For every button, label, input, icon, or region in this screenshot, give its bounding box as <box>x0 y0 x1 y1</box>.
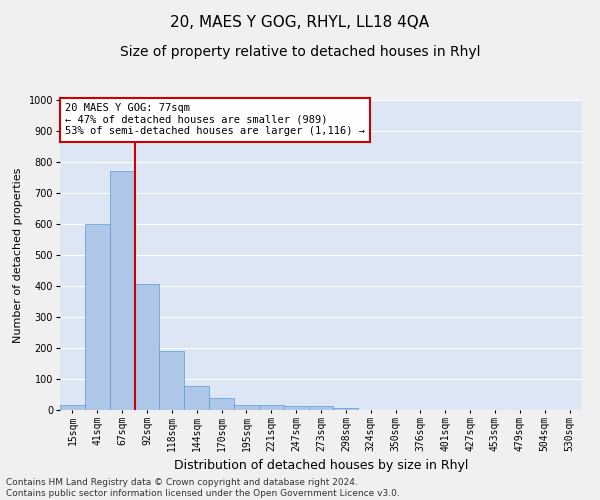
Text: 20 MAES Y GOG: 77sqm
← 47% of detached houses are smaller (989)
53% of semi-deta: 20 MAES Y GOG: 77sqm ← 47% of detached h… <box>65 103 365 136</box>
Bar <box>234 404 259 410</box>
Bar <box>134 284 160 410</box>
Y-axis label: Number of detached properties: Number of detached properties <box>13 168 23 342</box>
Bar <box>209 398 234 410</box>
Bar <box>85 224 110 410</box>
Bar <box>60 406 85 410</box>
Bar <box>160 351 184 410</box>
Bar <box>110 172 134 410</box>
Bar <box>308 406 334 410</box>
Bar <box>259 405 284 410</box>
Text: Contains HM Land Registry data © Crown copyright and database right 2024.
Contai: Contains HM Land Registry data © Crown c… <box>6 478 400 498</box>
Bar <box>184 386 209 410</box>
Text: Size of property relative to detached houses in Rhyl: Size of property relative to detached ho… <box>120 45 480 59</box>
Text: 20, MAES Y GOG, RHYL, LL18 4QA: 20, MAES Y GOG, RHYL, LL18 4QA <box>170 15 430 30</box>
X-axis label: Distribution of detached houses by size in Rhyl: Distribution of detached houses by size … <box>174 459 468 472</box>
Bar <box>284 406 308 410</box>
Bar <box>334 408 358 410</box>
